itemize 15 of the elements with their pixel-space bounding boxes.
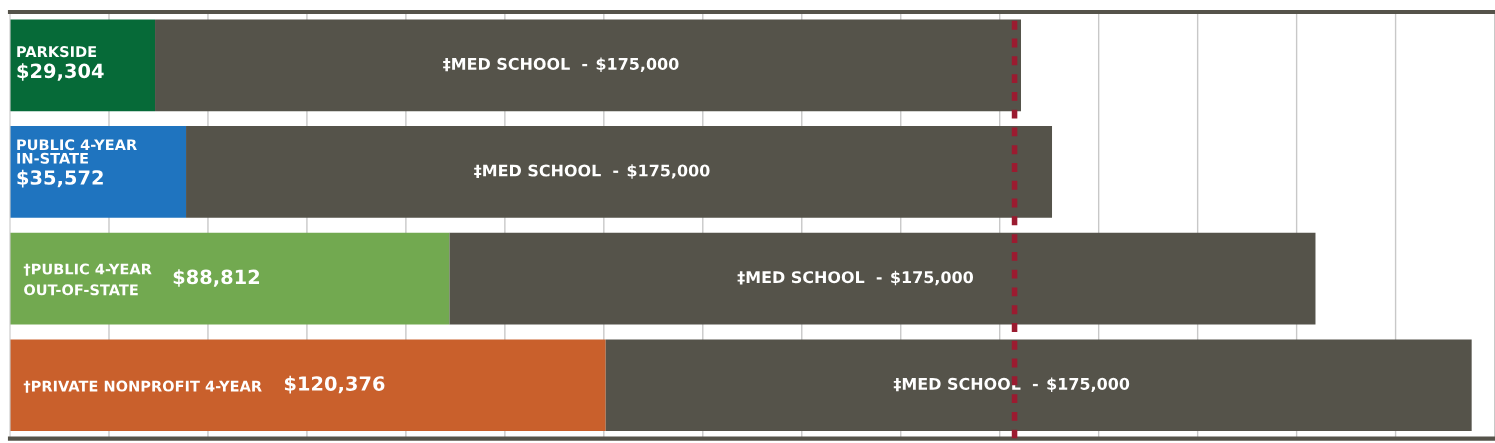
data-label: $29,304 bbox=[17, 63, 104, 81]
y-tick-label: †PRIVATE NONPROFIT 4-YEAR bbox=[23, 380, 262, 393]
data-label: $88,812 bbox=[173, 269, 260, 287]
data-label: $175,000 bbox=[891, 270, 974, 286]
y-tick-label: PUBLIC 4-YEAR IN-STATE bbox=[17, 139, 137, 164]
data-label: $175,000 bbox=[627, 164, 710, 179]
data-label: $175,000 bbox=[1047, 377, 1130, 392]
series-label: ‡MED SCHOOL - bbox=[737, 271, 882, 285]
data-label: $120,376 bbox=[284, 375, 385, 394]
y-tick-label: †PUBLIC 4-YEAR OUT-OF-STATE bbox=[23, 263, 152, 296]
text: ‡MED SCHOOL - bbox=[443, 57, 588, 72]
data-label: $35,572 bbox=[17, 169, 103, 188]
data-label: $175,000 bbox=[596, 57, 679, 73]
y-tick-label: PARKSIDE bbox=[17, 46, 97, 58]
text: ‡MED SCHOOL - bbox=[474, 164, 619, 178]
